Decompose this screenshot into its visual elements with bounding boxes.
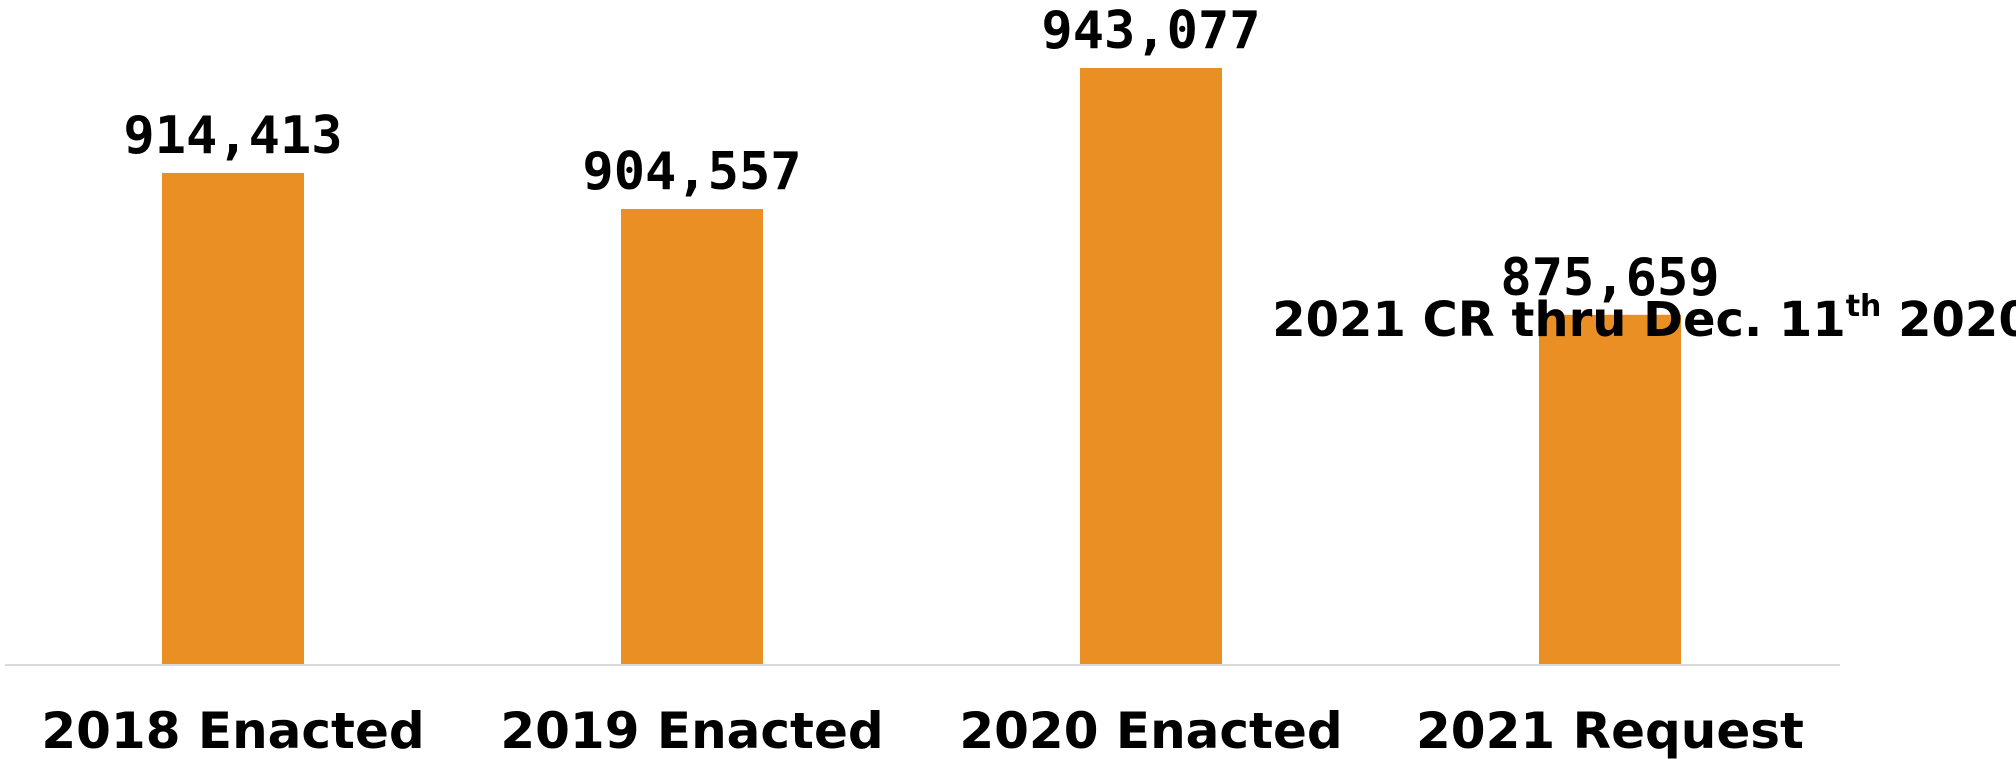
category-label-2: 2019 Enacted xyxy=(500,702,883,759)
cr-annotation-text: 2021 CR thru Dec. 11 xyxy=(1272,292,1845,348)
bars-group xyxy=(162,68,1681,666)
bar-1 xyxy=(162,172,304,666)
value-labels-group: 914,413 904,557 943,077 875,659 xyxy=(123,1,1719,308)
bar-4 xyxy=(1539,314,1681,665)
cr-annotation-year: 2020 xyxy=(1881,292,2016,348)
category-label-4: 2021 Request xyxy=(1416,702,1804,759)
value-label-4: 875,659 xyxy=(1500,248,1719,308)
category-label-3: 2020 Enacted xyxy=(959,702,1342,759)
cr-annotation-superscript: th xyxy=(1846,289,1882,324)
bar-3 xyxy=(1080,68,1222,665)
value-label-1: 914,413 xyxy=(123,106,342,166)
bar-2 xyxy=(621,209,763,665)
value-label-2: 904,557 xyxy=(582,142,801,202)
value-label-3: 943,077 xyxy=(1041,1,1260,61)
cr-annotation: 2021 CR thru Dec. 11th 2020 xyxy=(1272,289,2016,348)
category-label-1: 2018 Enacted xyxy=(41,702,424,759)
category-labels-group: 2018 Enacted 2019 Enacted 2020 Enacted 2021… xyxy=(41,702,1804,759)
